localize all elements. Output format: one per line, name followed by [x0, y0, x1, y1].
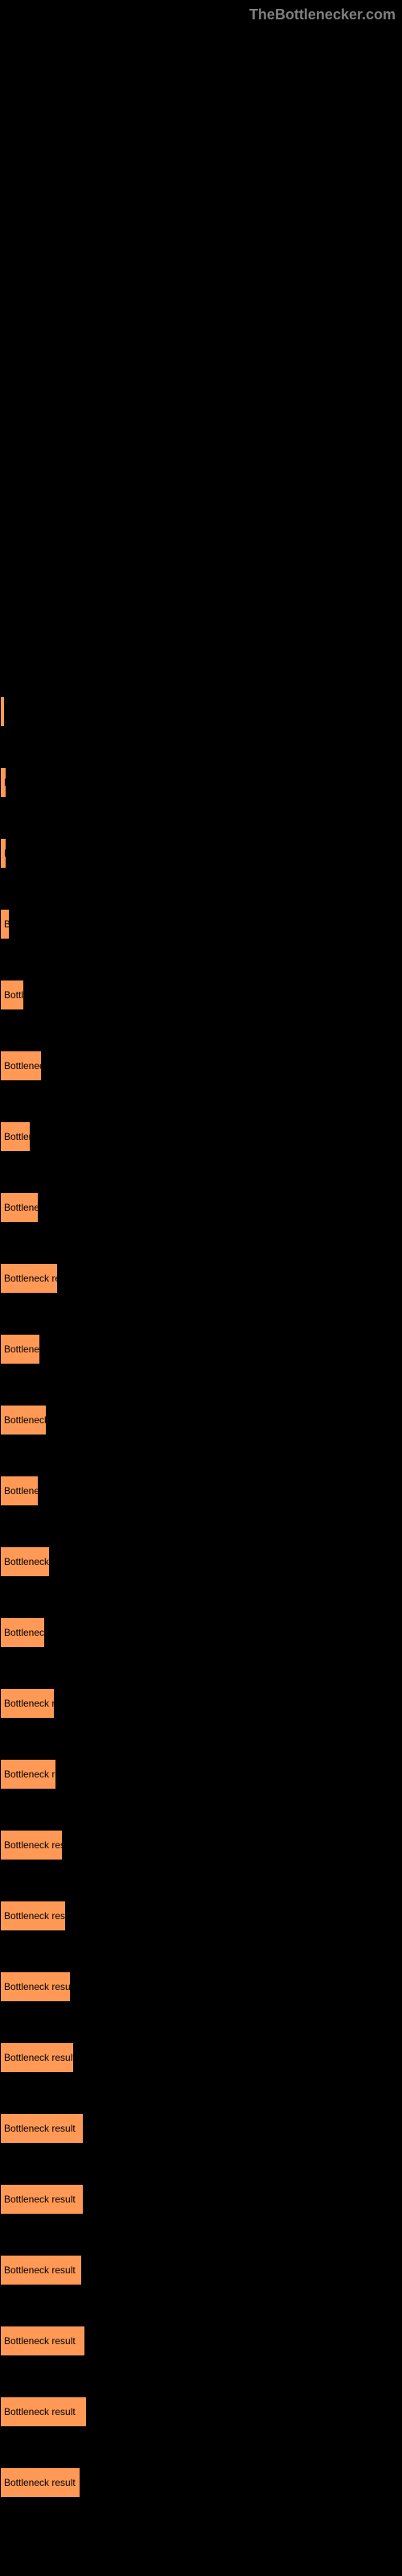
bar-label: Bottleneck result	[4, 777, 6, 788]
bar-row: Bottleneck result	[0, 2306, 402, 2376]
bar: Bottleneck result	[0, 1759, 56, 1790]
bar: Bottleneck result	[0, 2113, 84, 2144]
bar: Bottleneck result	[0, 2326, 85, 2356]
bar-label: Bottleneck result	[4, 2406, 76, 2417]
bar: Bottleneck result	[0, 1405, 47, 1435]
bar: Bottleneck result	[0, 2396, 87, 2427]
bar: Bottleneck result	[0, 1334, 40, 1364]
bar-label: Bottleneck result	[4, 1627, 45, 1638]
bar-row: Bottleneck result	[0, 1101, 402, 1172]
bar-label: Bottleneck result	[4, 1131, 31, 1142]
bar-row: Bottleneck result	[0, 1385, 402, 1455]
bar-row: Bottleneck result	[0, 2022, 402, 2093]
bar-row: Bottleneck result	[0, 2093, 402, 2164]
bar-label: Bottleneck result	[4, 2264, 76, 2276]
bar-label: Bottleneck result	[4, 1839, 63, 1851]
bar: Bottleneck result	[0, 1192, 39, 1223]
bar: Bottleneck result	[0, 1688, 55, 1719]
bar-label: Bottleneck result	[4, 1698, 55, 1709]
bar: Bottleneck result	[0, 909, 10, 939]
bar: Bottleneck result	[0, 1121, 31, 1152]
bar-label: Bottleneck result	[4, 2335, 76, 2347]
bar-label: Bottleneck result	[4, 848, 6, 859]
bar-label: Bottleneck result	[4, 989, 24, 1001]
bar-label: Bottleneck result	[4, 1060, 42, 1071]
bar-label: Bottleneck result	[4, 1556, 50, 1567]
bar-row: Bottleneck result	[0, 818, 402, 889]
bar-row: Bottleneck result	[0, 747, 402, 818]
bar-label: Bottleneck result	[4, 1485, 39, 1496]
bar: Bottleneck result	[0, 1476, 39, 1506]
bar-label: Bottleneck result	[4, 1981, 71, 1992]
bar-row: Bottleneck result	[0, 676, 402, 747]
bar: Bottleneck result	[0, 1051, 42, 1081]
bar: Bottleneck result	[0, 838, 6, 869]
bar: Bottleneck result	[0, 1901, 66, 1931]
bar: Bottleneck result	[0, 1263, 58, 1294]
bar-row: Bottleneck result	[0, 1597, 402, 1668]
bar-row: Bottleneck result	[0, 1243, 402, 1314]
bar-row: Bottleneck result	[0, 1810, 402, 1880]
bar-row: Bottleneck result	[0, 2164, 402, 2235]
bar-row: Bottleneck result	[0, 1172, 402, 1243]
bar-label: Bottleneck result	[4, 706, 5, 717]
bar-label: Bottleneck result	[4, 1202, 39, 1213]
watermark-text: TheBottlenecker.com	[249, 6, 396, 23]
bar-row: Bottleneck result	[0, 1314, 402, 1385]
bar: Bottleneck result	[0, 696, 5, 727]
bar-label: Bottleneck result	[4, 919, 10, 930]
bar-row: Bottleneck result	[0, 960, 402, 1030]
bar: Bottleneck result	[0, 2184, 84, 2215]
bar-row: Bottleneck result	[0, 1030, 402, 1101]
chart-container: Bottleneck result Bottleneck result Bottle…	[0, 676, 402, 2518]
bar-label: Bottleneck result	[4, 2477, 76, 2488]
bar-row: Bottleneck result	[0, 1668, 402, 1739]
bar: Bottleneck result	[0, 1546, 50, 1577]
bar-label: Bottleneck result	[4, 1344, 40, 1355]
bar-row: Bottleneck result	[0, 889, 402, 960]
bar-label: Bottleneck result	[4, 1769, 56, 1780]
bar-row: Bottleneck result	[0, 1455, 402, 1526]
bar-row: Bottleneck result	[0, 1951, 402, 2022]
bar-row: Bottleneck result	[0, 2447, 402, 2518]
bar-row: Bottleneck result	[0, 1880, 402, 1951]
bar: Bottleneck result	[0, 1617, 45, 1648]
bar: Bottleneck result	[0, 1971, 71, 2002]
bar-row: Bottleneck result	[0, 2376, 402, 2447]
bar-row: Bottleneck result	[0, 1739, 402, 1810]
bar-row: Bottleneck result	[0, 2235, 402, 2306]
bar: Bottleneck result	[0, 2255, 82, 2285]
bar-label: Bottleneck result	[4, 2052, 74, 2063]
bar-row: Bottleneck result	[0, 1526, 402, 1597]
bar-label: Bottleneck result	[4, 2194, 76, 2205]
bar-label: Bottleneck result	[4, 1910, 66, 1922]
bar-label: Bottleneck result	[4, 2123, 76, 2134]
bar: Bottleneck result	[0, 2042, 74, 2073]
bar: Bottleneck result	[0, 1830, 63, 1860]
bar-label: Bottleneck result	[4, 1414, 47, 1426]
bar: Bottleneck result	[0, 980, 24, 1010]
bar: Bottleneck result	[0, 2467, 80, 2498]
bar-label: Bottleneck result	[4, 1273, 58, 1284]
bar: Bottleneck result	[0, 767, 6, 798]
